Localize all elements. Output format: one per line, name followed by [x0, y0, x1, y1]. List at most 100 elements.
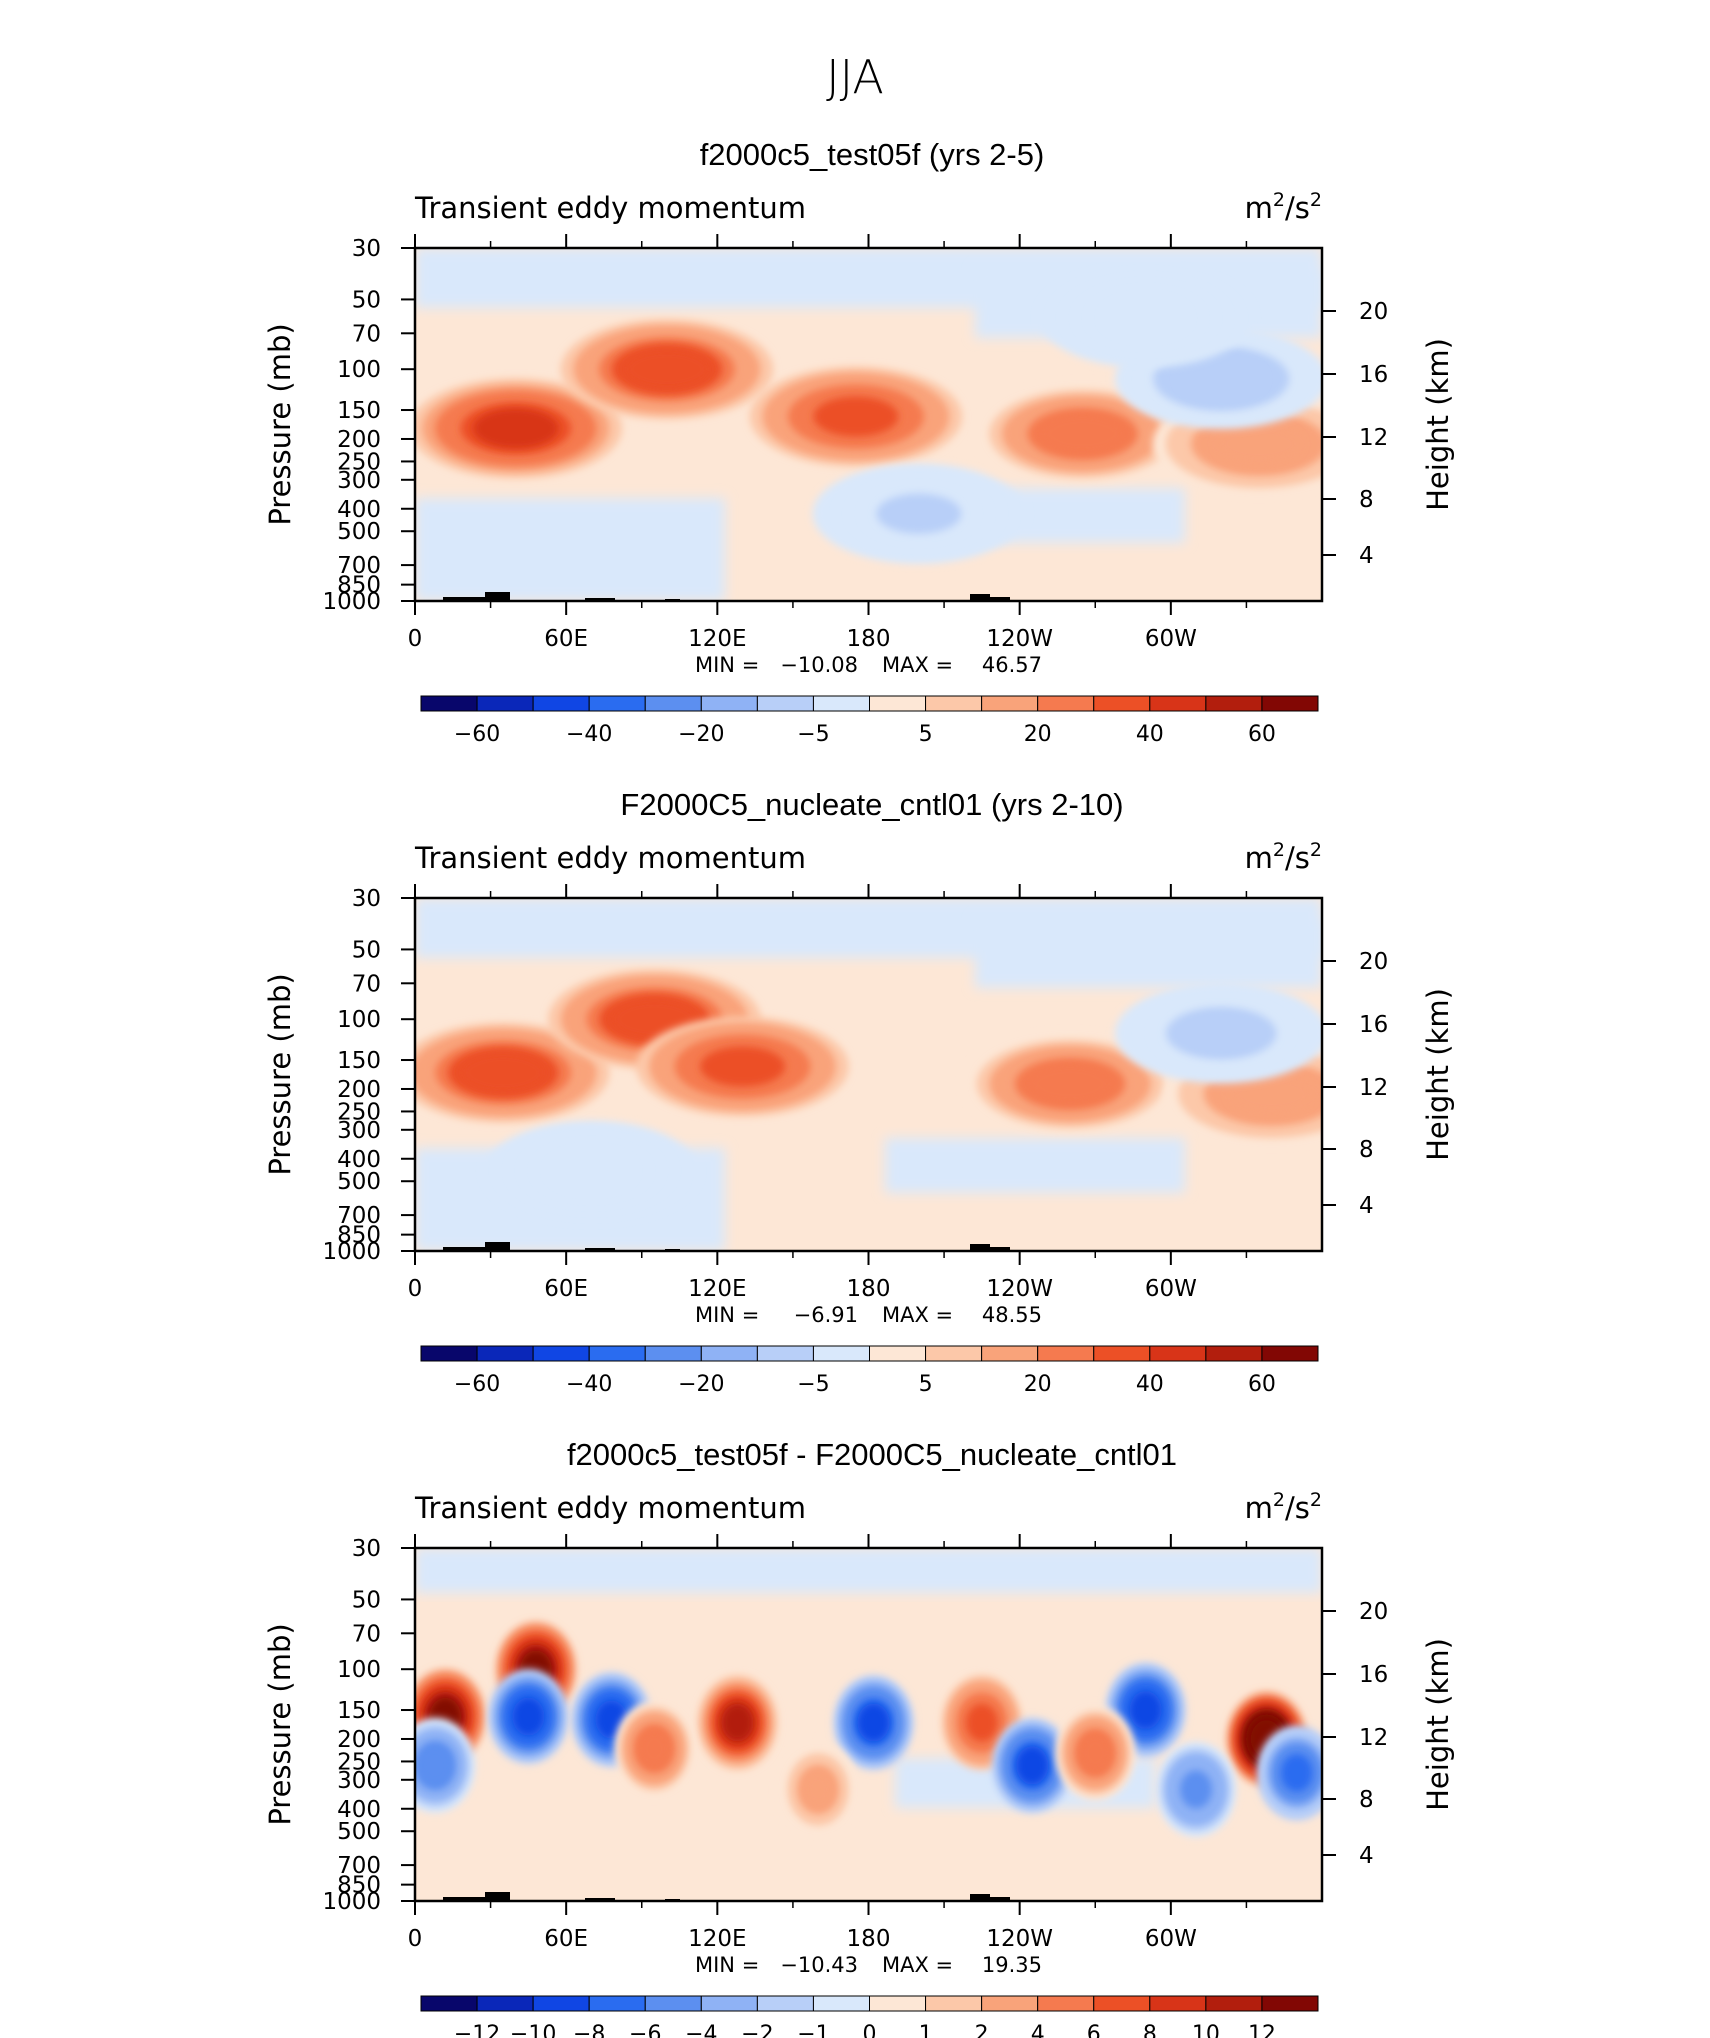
colorbar-label: 2 — [975, 2022, 989, 2038]
colorbar-swatch — [700, 695, 758, 712]
y-tick-label: 850 — [337, 1223, 381, 1249]
y2-axis-title: Height (km) — [1421, 338, 1455, 511]
contour-level — [624, 349, 710, 390]
colorbar-swatch — [869, 1345, 927, 1362]
y2-tick-label: 4 — [1359, 543, 1374, 569]
colorbar-swatch — [1149, 695, 1207, 712]
max-label: MAX = — [882, 1953, 953, 1977]
contour-level — [638, 1729, 671, 1768]
panel-title: f2000c5_test05f - F2000C5_nucleate_cntl0… — [567, 1437, 1177, 1472]
colorbar-swatch — [700, 1345, 758, 1362]
x-tick-label: 180 — [847, 1276, 891, 1302]
x-tick-label: 120W — [986, 1926, 1053, 1952]
contour-level — [460, 1052, 546, 1093]
max-label: MAX = — [882, 653, 953, 677]
colorbar-label: −20 — [678, 1372, 724, 1397]
y2-tick-label: 20 — [1359, 299, 1388, 325]
topography — [485, 1242, 510, 1251]
x-tick-label: 120E — [688, 1276, 746, 1302]
y-tick-label: 300 — [337, 1768, 381, 1794]
max-value: 46.57 — [982, 653, 1042, 677]
y-tick-label: 300 — [337, 1118, 381, 1144]
colorbar-swatch — [532, 1345, 590, 1362]
colorbar-label: −12 — [454, 2022, 500, 2038]
heatmap-field — [415, 248, 1322, 601]
y-tick-label: 1000 — [322, 589, 381, 615]
contour-level — [548, 1150, 634, 1191]
units-exp: 2 — [1273, 189, 1285, 211]
colorbar-swatch — [1261, 1995, 1319, 2012]
colorbar-swatch — [588, 1995, 646, 2012]
colorbar-swatch — [925, 1345, 983, 1362]
y-tick-label: 500 — [337, 1169, 381, 1195]
y-tick-label: 100 — [337, 1657, 381, 1683]
colorbar-swatch — [1205, 695, 1263, 712]
x-tick-label: 120E — [688, 626, 746, 652]
colorbar-swatch — [756, 695, 814, 712]
colorbar-label: 5 — [919, 722, 933, 747]
contour-level — [813, 396, 899, 437]
chart-panel-3: f2000c5_test05f - F2000C5_nucleate_cntl0… — [263, 1437, 1455, 2038]
colorbar-swatch — [1261, 695, 1319, 712]
units-sep: /s — [1285, 1491, 1310, 1525]
colorbar: −60 −40 −20 −5 5 20 40 60 — [420, 1345, 1319, 1397]
colorbar: −60 −40 −20 −5 5 20 40 60 — [420, 695, 1319, 747]
topography — [485, 592, 510, 601]
units-label: m2/s2 — [1245, 1489, 1322, 1525]
y-tick-label: 400 — [337, 497, 381, 523]
contour-level — [1180, 1770, 1213, 1809]
colorbar-swatch — [532, 695, 590, 712]
contour-level — [1079, 1734, 1112, 1773]
colorbar-label: 10 — [1192, 2022, 1220, 2038]
colorbar-swatch — [644, 1995, 702, 2012]
y2-tick-label: 4 — [1359, 1843, 1374, 1869]
units-exp: 2 — [1273, 1489, 1285, 1511]
y2-tick-label: 8 — [1359, 487, 1374, 513]
contour-level — [857, 1703, 890, 1742]
y-tick-label: 400 — [337, 1147, 381, 1173]
contour-level — [1027, 1063, 1113, 1104]
units-label: m2/s2 — [1245, 839, 1322, 875]
colorbar-label: 12 — [1248, 2022, 1276, 2038]
colorbar-swatch — [476, 695, 534, 712]
colorbar-swatch — [981, 695, 1039, 712]
contour-level — [1178, 1013, 1264, 1054]
contour-level — [1129, 1691, 1162, 1730]
y-tick-label: 30 — [352, 1536, 381, 1562]
topography — [585, 598, 615, 601]
figure-title: JJA — [826, 50, 884, 104]
contour-band — [885, 1138, 1185, 1193]
y2-tick-label: 12 — [1359, 1725, 1388, 1751]
x-tick-label: 60E — [544, 626, 588, 652]
topography — [585, 1248, 615, 1251]
colorbar-swatch — [1149, 1345, 1207, 1362]
y-tick-label: 1000 — [322, 1889, 381, 1915]
y-tick-label: 500 — [337, 1819, 381, 1845]
max-value: 48.55 — [982, 1303, 1042, 1327]
colorbar-label: 5 — [919, 1372, 933, 1397]
colorbar-swatch — [869, 695, 927, 712]
units-sep: /s — [1285, 841, 1310, 875]
units-base: m — [1245, 841, 1273, 875]
topography — [443, 1897, 485, 1901]
x-tick-label: 120W — [986, 1276, 1053, 1302]
colorbar-swatch — [812, 1345, 870, 1362]
y-tick-label: 400 — [337, 1797, 381, 1823]
x-tick-label: 60E — [544, 1276, 588, 1302]
y-tick-label: 200 — [337, 1077, 381, 1103]
colorbar-swatch — [925, 695, 983, 712]
colorbar-swatch — [812, 1995, 870, 2012]
colorbar-swatch — [420, 1995, 478, 2012]
max-value: 19.35 — [982, 1953, 1042, 1977]
y-axis-title: Pressure (mb) — [263, 323, 297, 525]
panel-title: F2000C5_nucleate_cntl01 (yrs 2-10) — [620, 787, 1123, 822]
y-tick-label: 100 — [337, 1007, 381, 1033]
y-tick-label: 150 — [337, 1048, 381, 1074]
y-tick-label: 700 — [337, 553, 381, 579]
x-tick-label: 60W — [1145, 626, 1197, 652]
colorbar-swatch — [532, 1995, 590, 2012]
y-tick-label: 50 — [352, 937, 381, 963]
colorbar-label: −4 — [685, 2022, 717, 2038]
colorbar-swatch — [476, 1345, 534, 1362]
contour-level — [965, 1703, 998, 1742]
